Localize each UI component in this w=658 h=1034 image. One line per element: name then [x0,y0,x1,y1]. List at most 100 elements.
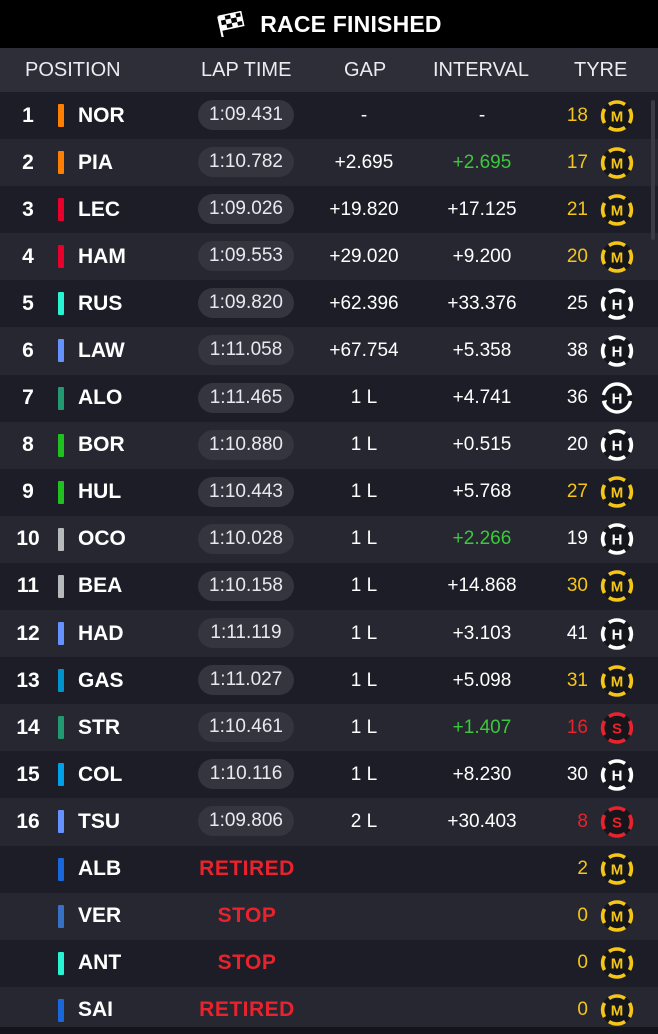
driver-code[interactable]: BEA [78,574,123,598]
driver-code[interactable]: PIA [78,150,114,174]
svg-text:M: M [611,108,624,125]
lap-time-pill: 1:09.806 [198,806,294,837]
tyre-laps: 2 [577,858,588,879]
tyre-laps: 0 [577,952,588,974]
table-row[interactable]: 9 HUL 1:10.443 1 L +5.768 27 M [0,468,658,516]
team-color-bar [58,292,64,316]
gap-value: 1 L [350,387,378,409]
driver-code[interactable]: HAM [78,244,126,268]
position-number: 7 [22,386,34,410]
driver-code[interactable]: HUL [78,480,122,504]
lap-time-pill: 1:11.058 [198,335,294,366]
team-color-bar [58,998,64,1022]
table-row[interactable]: 4 HAM 1:09.553 +29.020 +9.200 20 M [0,233,658,281]
driver-code[interactable]: OCO [78,527,126,551]
table-row[interactable]: 3 LEC 1:09.026 +19.820 +17.125 21 M [0,186,658,234]
driver-code[interactable]: TSU [78,809,120,833]
tyre-compound-s-icon: S [600,704,634,751]
lap-time-pill: 1:11.027 [198,665,294,696]
column-header-gap[interactable]: GAP [344,58,387,81]
driver-code[interactable]: COL [78,762,123,786]
driver-code[interactable]: LEC [78,197,120,221]
table-row[interactable]: SAI RETIRED 0 M [0,986,658,1027]
team-color-bar [58,433,64,457]
tyre-laps: 17 [566,151,588,173]
tyre-compound-m-icon: M [600,940,634,987]
svg-text:H: H [612,391,623,408]
column-header-tyre[interactable]: TYRE [574,58,628,81]
driver-code[interactable]: SAI [78,998,114,1022]
driver-code[interactable]: RUS [78,291,123,315]
interval-value: +4.741 [452,387,512,409]
tyre-laps: 20 [566,245,588,267]
interval-value: +5.768 [452,481,512,503]
svg-text:H: H [612,438,623,455]
svg-text:M: M [611,202,624,219]
table-row[interactable]: 15 COL 1:10.116 1 L +8.230 30 H [0,751,658,799]
table-row[interactable]: 7 ALO 1:11.465 1 L +4.741 36 H [0,374,658,422]
driver-code[interactable]: VER [78,904,122,928]
column-header-lap-time[interactable]: LAP TIME [201,58,292,81]
lap-time-pill: 1:10.880 [198,429,294,460]
driver-code[interactable]: HAD [78,621,124,645]
team-color-bar [58,386,64,410]
table-row[interactable]: 12 HAD 1:11.119 1 L +3.103 41 H [0,610,658,658]
table-row[interactable]: 16 TSU 1:09.806 2 L +30.403 8 S [0,798,658,846]
column-header-interval[interactable]: INTERVAL [433,58,529,81]
interval-value: +1.407 [452,716,512,738]
position-number: 9 [22,480,34,504]
interval-value: +3.103 [452,622,512,644]
svg-text:M: M [611,249,624,266]
driver-code[interactable]: STR [78,715,120,739]
header: RACE FINISHED [0,0,658,48]
tyre-compound-m-icon: M [600,139,634,186]
gap-value: 1 L [350,622,378,644]
svg-text:S: S [612,720,622,737]
interval-value: +5.358 [452,339,512,361]
position-number: 11 [16,574,40,598]
driver-code[interactable]: ALB [78,857,122,880]
gap-value: 1 L [350,528,378,550]
interval-value: +17.125 [447,198,517,220]
table-row[interactable]: ANT STOP 0 M [0,939,658,987]
table-row[interactable]: 8 BOR 1:10.880 1 L +0.515 20 H [0,421,658,469]
table-row[interactable]: 14 STR 1:10.461 1 L +1.407 16 S [0,704,658,752]
table-row[interactable]: 2 PIA 1:10.782 +2.695 +2.695 17 M [0,139,658,187]
lap-time-pill: 1:10.461 [198,712,294,743]
tyre-compound-h-icon: H [600,751,634,798]
lap-time-pill: 1:10.782 [198,147,294,178]
table-row[interactable]: VER STOP 0 M [0,892,658,940]
scrollbar[interactable] [651,100,655,240]
column-header-position[interactable]: POSITION [25,58,121,81]
table-row[interactable]: 13 GAS 1:11.027 1 L +5.098 31 M [0,657,658,705]
tyre-compound-h-icon: H [600,610,634,657]
team-color-bar [58,151,64,175]
table-row[interactable]: 6 LAW 1:11.058 +67.754 +5.358 38 H [0,327,658,375]
table-row[interactable]: 11 BEA 1:10.158 1 L +14.868 30 M [0,562,658,611]
driver-code[interactable]: LAW [78,338,125,362]
tyre-compound-h-icon: H [600,327,634,374]
position-number [0,987,56,1034]
position-number: 4 [22,244,34,268]
tyre-compound-m-icon: M [600,563,634,610]
table-row[interactable]: ALB RETIRED 2 M [0,845,658,893]
table-row[interactable]: 5 RUS 1:09.820 +62.396 +33.376 25 H [0,280,658,328]
standings-list: 1 NOR 1:09.431 - - 18 M 2 PIA 1:10.782 +2.695 +2.6… [0,92,658,1027]
driver-code[interactable]: ALO [78,386,123,410]
svg-text:M: M [611,862,624,879]
gap-value: 1 L [350,763,378,785]
tyre-compound-m-icon: M [600,657,634,704]
team-color-bar [58,622,64,646]
driver-code[interactable]: BOR [78,433,125,457]
position-number: 15 [16,762,40,786]
team-color-bar [58,245,64,269]
table-row[interactable]: 10 OCO 1:10.028 1 L +2.266 19 H [0,515,658,563]
svg-text:H: H [612,532,623,549]
tyre-compound-h-icon: H [600,422,634,469]
driver-code[interactable]: ANT [78,951,122,975]
position-number: 16 [16,809,40,833]
driver-code[interactable]: GAS [78,668,124,692]
table-row[interactable]: 1 NOR 1:09.431 - - 18 M [0,92,658,140]
driver-code[interactable]: NOR [78,103,125,127]
status-label: RETIRED [199,998,295,1022]
